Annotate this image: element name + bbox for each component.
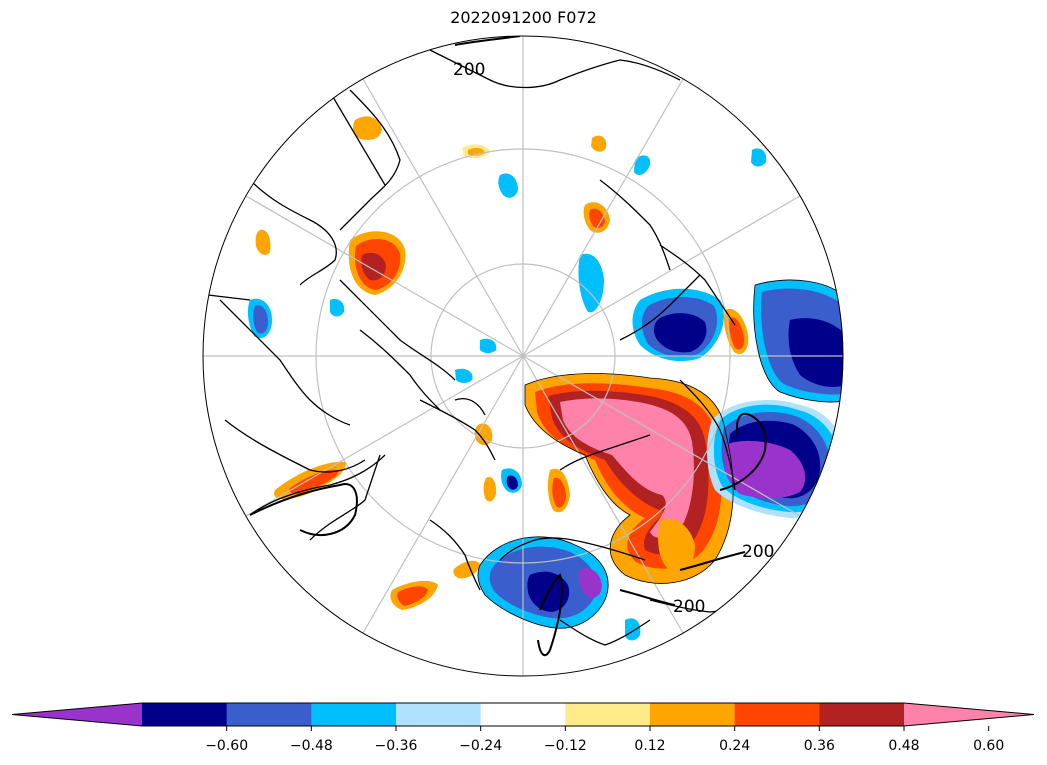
colorbar-segment: [650, 703, 736, 726]
colorbar-segment: [142, 703, 228, 726]
graticule: [203, 36, 843, 676]
coastlines: [207, 49, 771, 646]
map-title: 2022091200 F072: [450, 8, 597, 27]
contour-label: 200: [742, 542, 774, 562]
colorbar-segment: [480, 703, 566, 726]
colorbar-extend-high: [904, 703, 1034, 726]
anomaly-shading: [247, 116, 843, 641]
colorbar-tick-label: −0.60: [205, 738, 248, 754]
colorbar-segment: [311, 703, 397, 726]
map-boundary: [202, 35, 844, 677]
colorbar-tick-label: 0.24: [719, 738, 750, 754]
colorbar-segment: [396, 703, 482, 726]
colorbar-segment: [734, 703, 820, 726]
colorbar-tick-label: −0.36: [375, 738, 418, 754]
colorbar-tick-label: −0.48: [290, 738, 333, 754]
colorbar-tick-label: 0.60: [973, 738, 1004, 754]
colorbar: −0.60 −0.48 −0.36 −0.24 −0.12 0.12 0.24 0.36 0.4…: [11, 702, 1035, 754]
colorbar-segment: [819, 703, 905, 726]
colorbar-outline: [11, 702, 1035, 727]
contour-label: 200: [673, 597, 705, 617]
contour-label: 200: [453, 60, 485, 80]
colorbar-segment: [565, 703, 651, 726]
colorbar-tick-label: 0.12: [634, 738, 665, 754]
colorbar-tick-label: 0.48: [888, 738, 919, 754]
height-contours: [249, 36, 767, 657]
polar-map: [203, 36, 843, 676]
colorbar-tick-label: −0.24: [459, 738, 502, 754]
colorbar-tick-label: 0.36: [804, 738, 835, 754]
colorbar-segment: [226, 703, 312, 726]
colorbar-extend-low: [12, 703, 142, 726]
colorbar-tick-label: −0.12: [544, 738, 587, 754]
